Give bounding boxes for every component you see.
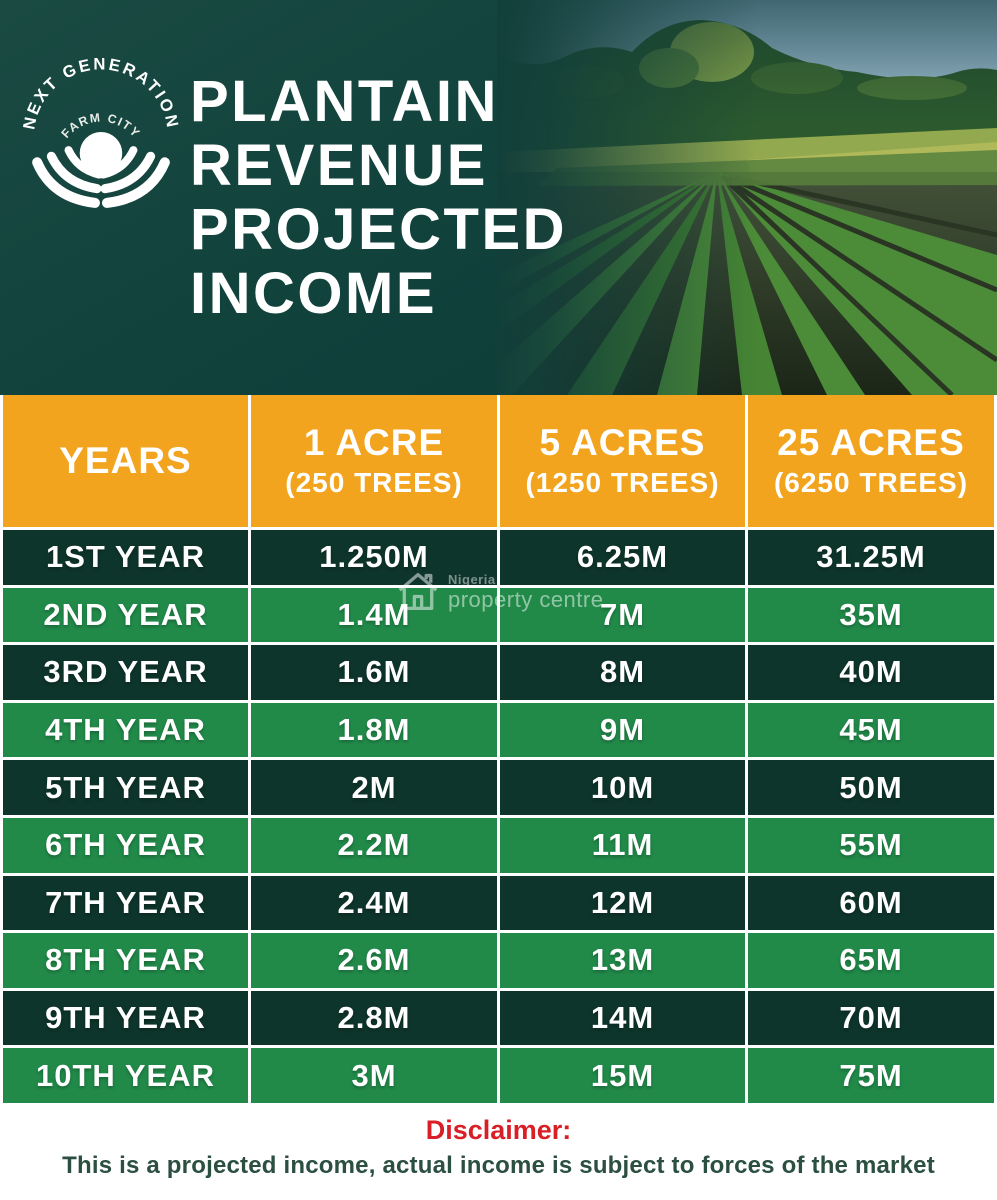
col-header-sub: (6250 TREES) xyxy=(773,467,969,498)
table-cell-value: 31.25M xyxy=(748,530,994,585)
hero-section: NEXT GENERATION FARM CITY PLANTAIN REVEN… xyxy=(0,0,997,395)
table-cell-value: 70M xyxy=(748,990,994,1046)
table-cell-value: 1.250M xyxy=(251,530,497,585)
table-cell-value: 11M xyxy=(500,817,745,873)
projected-income-table: YEARS 1 ACRE (250 TREES) 5 ACRES (1250 T… xyxy=(0,395,997,1103)
table-cell-value: 1.8M xyxy=(251,702,497,758)
table-cell-value: 75M xyxy=(748,1048,994,1103)
table-cell-value: 8M xyxy=(500,645,745,700)
table-cell-year: 4TH YEAR xyxy=(3,702,248,758)
table-cell-year: 2ND YEAR xyxy=(3,587,248,643)
next-generation-farm-city-logo: NEXT GENERATION FARM CITY xyxy=(22,55,180,208)
page-title: PLANTAIN REVENUE PROJECTED INCOME xyxy=(190,70,567,326)
table-cell-value: 12M xyxy=(500,875,745,931)
sun-and-field-icon xyxy=(32,131,170,208)
table-cell-year: 3RD YEAR xyxy=(3,645,248,700)
col-header-sub: (250 TREES) xyxy=(285,467,463,498)
col-header-label: 5 ACRES xyxy=(539,422,706,463)
col-header-sub: (1250 TREES) xyxy=(525,467,720,498)
table-cell-year: 5TH YEAR xyxy=(3,760,248,815)
table-cell-value: 10M xyxy=(500,760,745,815)
col-header-25-acres: 25 ACRES (6250 TREES) xyxy=(748,395,994,527)
hero-photo-fade xyxy=(497,0,997,395)
table-cell-value: 9M xyxy=(500,702,745,758)
table-cell-value: 15M xyxy=(500,1048,745,1103)
table-cell-value: 1.6M xyxy=(251,645,497,700)
table-cell-value: 2.2M xyxy=(251,817,497,873)
table-cell-year: 8TH YEAR xyxy=(3,933,248,988)
disclaimer-heading: Disclaimer: xyxy=(425,1115,572,1145)
table-cell-year: 10TH YEAR xyxy=(3,1048,248,1103)
table-cell-value: 35M xyxy=(748,587,994,643)
table-cell-year: 1ST YEAR xyxy=(3,530,248,585)
col-header-label: 25 ACRES xyxy=(777,422,965,463)
table-cell-value: 2.4M xyxy=(251,875,497,931)
table-cell-value: 2M xyxy=(251,760,497,815)
col-header-label: 1 ACRE xyxy=(303,422,445,463)
col-header-1-acre: 1 ACRE (250 TREES) xyxy=(251,395,497,527)
table-cell-year: 6TH YEAR xyxy=(3,817,248,873)
table-cell-year: 9TH YEAR xyxy=(3,990,248,1046)
table-cell-value: 65M xyxy=(748,933,994,988)
title-line-3: PROJECTED xyxy=(190,197,568,262)
table-cell-value: 60M xyxy=(748,875,994,931)
table-cell-value: 7M xyxy=(500,587,745,643)
title-line-2: REVENUE xyxy=(190,133,488,198)
col-header-label: YEARS xyxy=(59,440,192,481)
table-cell-value: 40M xyxy=(748,645,994,700)
col-header-5-acres: 5 ACRES (1250 TREES) xyxy=(500,395,745,527)
table-cell-value: 3M xyxy=(251,1048,497,1103)
col-header-years: YEARS xyxy=(3,395,248,527)
disclaimer-section: Disclaimer: This is a projected income, … xyxy=(0,1103,997,1200)
table-cell-value: 2.6M xyxy=(251,933,497,988)
table-cell-value: 2.8M xyxy=(251,990,497,1046)
table-cell-value: 6.25M xyxy=(500,530,745,585)
title-line-4: INCOME xyxy=(190,261,437,326)
table-cell-value: 1.4M xyxy=(251,587,497,643)
table-cell-value: 55M xyxy=(748,817,994,873)
disclaimer-body: This is a projected income, actual incom… xyxy=(62,1152,935,1179)
table-cell-value: 50M xyxy=(748,760,994,815)
table-cell-value: 13M xyxy=(500,933,745,988)
table-cell-year: 7TH YEAR xyxy=(3,875,248,931)
table-cell-value: 45M xyxy=(748,702,994,758)
table-cell-value: 14M xyxy=(500,990,745,1046)
title-line-1: PLANTAIN xyxy=(190,69,499,134)
